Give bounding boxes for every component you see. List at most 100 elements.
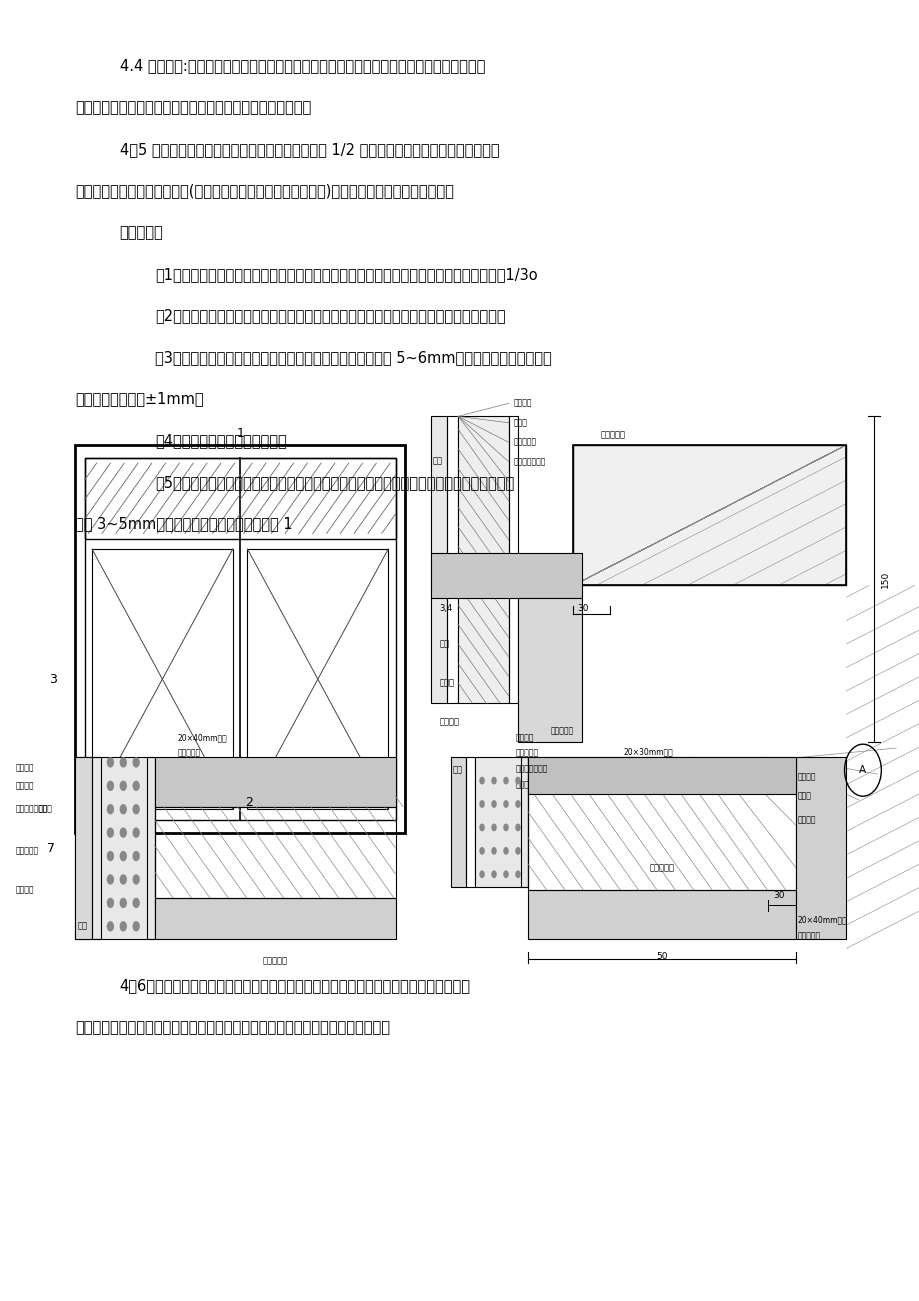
Text: 混凝土结构: 混凝土结构 xyxy=(649,864,674,872)
Bar xyxy=(430,416,447,703)
Text: 外墙面砖: 外墙面砖 xyxy=(515,734,533,742)
Text: 防水胶: 防水胶 xyxy=(39,805,52,813)
Text: 30: 30 xyxy=(773,891,784,899)
Text: 外墙面砖: 外墙面砖 xyxy=(513,399,531,407)
Text: A: A xyxy=(858,765,866,775)
Circle shape xyxy=(132,874,140,885)
Text: 室外: 室外 xyxy=(77,922,87,930)
Circle shape xyxy=(479,800,484,808)
Text: 30: 30 xyxy=(577,605,588,613)
Circle shape xyxy=(491,824,496,831)
Circle shape xyxy=(515,800,520,808)
Circle shape xyxy=(132,851,140,861)
Circle shape xyxy=(107,851,114,861)
Circle shape xyxy=(132,781,140,791)
Text: 面砖粘接剂: 面砖粘接剂 xyxy=(513,438,536,446)
Text: 排砖原则：: 排砖原则： xyxy=(119,225,164,241)
Bar xyxy=(247,549,388,809)
Text: 4．5 排砖：外墙砖应采用错缝粘贴，上下紖缝采用 1/2 错缝；大面砖横贴，窗口上下口设一: 4．5 排砖：外墙砖应采用错缝粘贴，上下紖缝采用 1/2 错缝；大面砖横贴，窗口… xyxy=(119,142,499,157)
Bar xyxy=(474,757,528,887)
Circle shape xyxy=(503,777,508,785)
Circle shape xyxy=(119,804,127,814)
Text: 室外: 室外 xyxy=(432,457,442,464)
Bar xyxy=(92,549,233,809)
Text: 外墙面砖: 外墙面砖 xyxy=(16,886,34,894)
Circle shape xyxy=(491,777,496,785)
Text: 外保温: 外保温 xyxy=(513,419,527,427)
Circle shape xyxy=(107,898,114,908)
Circle shape xyxy=(107,781,114,791)
Text: 面砖粘接剂: 面砖粘接剂 xyxy=(515,749,538,757)
Text: 4.4 弹线分格:待基层灰干至六至七成时，即可按图纸排砖图要求进行分段分格弹线，同时亦: 4.4 弹线分格:待基层灰干至六至七成时，即可按图纸排砖图要求进行分段分格弹线，… xyxy=(119,59,484,74)
Circle shape xyxy=(132,921,140,932)
Text: 20×40mm阴框: 20×40mm阴框 xyxy=(177,734,227,742)
Text: 混凝土结构: 混凝土结构 xyxy=(600,431,625,438)
Text: 专用发泡剂: 专用发泡剂 xyxy=(177,749,200,757)
Text: 窗子主框: 窗子主框 xyxy=(16,764,34,771)
Circle shape xyxy=(119,874,127,885)
Text: 防水胶: 防水胶 xyxy=(439,679,454,687)
Circle shape xyxy=(107,804,114,814)
Circle shape xyxy=(119,781,127,791)
Circle shape xyxy=(503,824,508,831)
Text: 3: 3 xyxy=(49,673,57,686)
Bar xyxy=(147,757,154,939)
Bar xyxy=(430,553,582,598)
Circle shape xyxy=(107,921,114,932)
Text: 4．6选砖：按照建筑物的具体做法和工程量，事先挑选出颜色一致、尺寸一致、同规格的: 4．6选砖：按照建筑物的具体做法和工程量，事先挑选出颜色一致、尺寸一致、同规格的 xyxy=(119,978,471,994)
Text: （4）窗间墙、窗洞四周应对称。: （4）窗间墙、窗洞四周应对称。 xyxy=(154,433,287,449)
Bar xyxy=(154,898,395,939)
Bar xyxy=(528,757,795,794)
Circle shape xyxy=(119,827,127,838)
Text: 保温专用网格布: 保温专用网格布 xyxy=(515,765,547,773)
Text: 保温专用网格布: 保温专用网格布 xyxy=(513,458,545,466)
Text: 7: 7 xyxy=(47,842,55,855)
Text: 窗子主框: 窗子主框 xyxy=(439,718,460,726)
Bar xyxy=(447,416,458,703)
Bar xyxy=(92,757,101,939)
Circle shape xyxy=(132,898,140,908)
Bar xyxy=(450,757,465,887)
Circle shape xyxy=(479,847,484,855)
Circle shape xyxy=(515,777,520,785)
Text: 外保温: 外保温 xyxy=(515,781,528,788)
Bar xyxy=(75,757,154,939)
Circle shape xyxy=(107,827,114,838)
Circle shape xyxy=(515,870,520,878)
Text: 外窗护栏: 外窗护栏 xyxy=(797,773,815,781)
Text: 2: 2 xyxy=(244,796,253,809)
Circle shape xyxy=(491,870,496,878)
Text: 砖紖贴，沿建筑周圈粘贴一圈(局部不要求交圈的只在窗下口粘贴)；女儿墙压顶下部贴紖砖一圈。: 砖紖贴，沿建筑周圈粘贴一圈(局部不要求交圈的只在窗下口粘贴)；女儿墙压顶下部贴紖… xyxy=(75,183,454,199)
Text: 面砖，挑选的面砖应平整，边缘棱角整齐，不得缺损，表面不得有变色、起碱、污: 面砖，挑选的面砖应平整，边缘棱角整齐，不得缺损，表面不得有变色、起碱、污 xyxy=(75,1020,390,1036)
Text: 1: 1 xyxy=(236,427,244,440)
Circle shape xyxy=(119,898,127,908)
Circle shape xyxy=(479,870,484,878)
Bar xyxy=(517,598,582,742)
Bar xyxy=(528,757,795,890)
Circle shape xyxy=(132,804,140,814)
Text: 滴水: 滴水 xyxy=(439,640,449,648)
Bar xyxy=(154,757,395,807)
Bar xyxy=(520,757,528,887)
Circle shape xyxy=(491,800,496,808)
Text: 面砖粘接剂: 面砖粘接剂 xyxy=(16,847,39,855)
Circle shape xyxy=(479,824,484,831)
Text: （1）大面墙原则上采用整砖，对必须采用非整砖的部位，非整砖宽度不宜小于整砖宽度的1/3o: （1）大面墙原则上采用整砖，对必须采用非整砖的部位，非整砖宽度不宜小于整砖宽度的… xyxy=(154,267,537,282)
Text: 专用发泡剂: 专用发泡剂 xyxy=(797,932,820,939)
Bar xyxy=(465,757,474,887)
Circle shape xyxy=(119,921,127,932)
Text: 专用发泡剂: 专用发泡剂 xyxy=(550,727,573,735)
Circle shape xyxy=(119,757,127,768)
Text: 50: 50 xyxy=(655,952,667,961)
Text: 混凝土结构: 混凝土结构 xyxy=(262,956,288,965)
Text: 室外: 室外 xyxy=(452,766,462,774)
Bar xyxy=(85,458,395,539)
Circle shape xyxy=(491,847,496,855)
Circle shape xyxy=(503,870,508,878)
Circle shape xyxy=(132,827,140,838)
Text: 外窗护栏: 外窗护栏 xyxy=(16,782,34,790)
Text: （5）窗子部位：窗下口采用平砖压立砖形式；窗上口采用立砖压平砖形式，立砖低于窗上口: （5）窗子部位：窗下口采用平砖压立砖形式；窗上口采用立砖压平砖形式，立砖低于窗上… xyxy=(154,475,514,490)
Bar xyxy=(85,458,395,820)
Bar xyxy=(154,807,395,898)
Bar xyxy=(795,757,845,939)
